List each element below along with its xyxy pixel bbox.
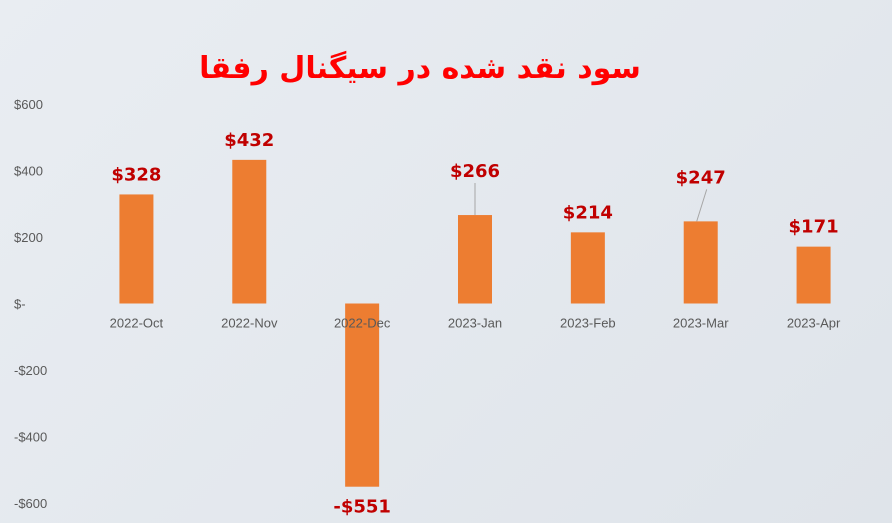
category-label: 2022-Nov xyxy=(221,316,278,331)
category-labels: 2022-Oct 2022-Nov 2022-Dec 2023-Jan 2023-Feb… xyxy=(110,316,841,331)
bar xyxy=(796,246,831,304)
data-labels: $328 $432 -$551 $266 $214 $247 $171 xyxy=(111,130,838,518)
category-label: 2022-Dec xyxy=(334,316,391,331)
bar xyxy=(232,159,267,304)
data-label: $328 xyxy=(111,164,161,185)
data-label: $247 xyxy=(676,167,726,188)
category-label: 2023-Jan xyxy=(448,316,502,331)
y-axis: $600 $400 $200 $- -$200 -$400 -$600 xyxy=(14,97,47,511)
y-tick-label: $- xyxy=(14,297,26,312)
data-label: $214 xyxy=(563,202,613,223)
bar xyxy=(683,221,718,304)
chart-title: سود نقد شده در سیگنال رفقا xyxy=(199,50,641,86)
category-label: 2023-Apr xyxy=(787,316,841,331)
category-label: 2023-Feb xyxy=(560,316,616,331)
bars xyxy=(119,159,831,487)
data-label: $171 xyxy=(789,217,839,238)
y-tick-label: $200 xyxy=(14,230,43,245)
bar xyxy=(458,215,492,304)
data-label: $266 xyxy=(450,161,500,182)
y-tick-label: -$200 xyxy=(14,363,47,378)
leader-line xyxy=(696,189,708,222)
bar xyxy=(119,194,154,304)
bar xyxy=(345,303,380,487)
data-label: -$551 xyxy=(333,497,391,518)
category-label: 2023-Mar xyxy=(673,316,729,331)
y-tick-label: $400 xyxy=(14,164,43,179)
bar xyxy=(570,232,605,304)
y-tick-label: -$400 xyxy=(14,430,47,445)
category-label: 2022-Oct xyxy=(110,316,164,331)
data-label: $432 xyxy=(224,130,274,151)
y-tick-label: $600 xyxy=(14,97,43,112)
y-tick-label: -$600 xyxy=(14,496,47,511)
